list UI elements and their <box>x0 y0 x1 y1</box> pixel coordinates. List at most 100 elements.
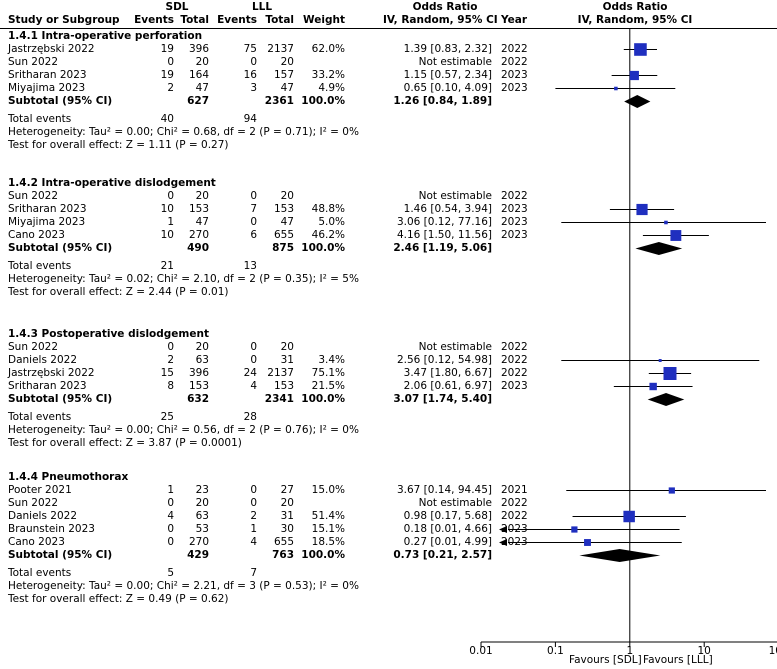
events2-cell: 24 <box>243 367 257 379</box>
col-year-header: Year <box>501 14 528 26</box>
pooled-diamond <box>579 549 661 562</box>
x-axis-tick-label: 10 <box>698 645 711 657</box>
events2-cell: 0 <box>250 190 257 202</box>
events2-cell: 75 <box>243 43 257 55</box>
heterogeneity-text: Heterogeneity: Tau² = 0.00; Chi² = 0.56,… <box>8 424 359 436</box>
year-cell: 2023 <box>501 380 528 392</box>
total1-cell: 396 <box>188 43 209 55</box>
total-events1: 25 <box>160 411 174 423</box>
ci-cell: 3.06 [0.12, 77.16] <box>396 216 492 228</box>
subtotal-ci: 1.26 [0.84, 1.89] <box>393 95 492 107</box>
events2-cell: 4 <box>250 380 257 392</box>
study-marker <box>649 382 657 391</box>
subgroup-title: 1.4.1 Intra-operative perforation <box>8 30 203 42</box>
study-name: Cano 2023 <box>8 536 65 548</box>
weight-cell: 5.0% <box>318 216 345 228</box>
total2-cell: 2137 <box>267 43 294 55</box>
year-cell: 2023 <box>501 203 528 215</box>
total2-cell: 2137 <box>267 367 294 379</box>
events2-cell: 7 <box>250 203 257 215</box>
total1-cell: 164 <box>188 69 209 81</box>
total2-cell: 153 <box>273 380 294 392</box>
events1-cell: 19 <box>160 69 174 81</box>
subtotal-label: Subtotal (95% CI) <box>8 95 113 107</box>
total-events2: 13 <box>243 260 257 272</box>
events1-cell: 15 <box>160 367 174 379</box>
total1-cell: 53 <box>195 523 209 535</box>
total1-cell: 20 <box>195 190 209 202</box>
events2-cell: 0 <box>250 497 257 509</box>
col-events2-header: Events <box>217 14 257 26</box>
favours-left-label: Favours [SDL] <box>569 654 642 666</box>
events2-cell: 16 <box>243 69 257 81</box>
total1-cell: 63 <box>195 510 209 522</box>
ci-arrow-left <box>499 539 507 546</box>
total2-cell: 20 <box>280 341 294 353</box>
study-name: Miyajima 2023 <box>8 82 86 94</box>
events1-cell: 0 <box>167 523 174 535</box>
subtotal-weight: 100.0% <box>301 95 345 107</box>
subtotal-label: Subtotal (95% CI) <box>8 393 113 405</box>
total1-cell: 20 <box>195 497 209 509</box>
study-name: Jastrzębski 2022 <box>8 43 95 55</box>
x-axis-tick-label: 1 <box>626 645 633 657</box>
ci-cell: Not estimable <box>418 190 492 202</box>
study-name: Sun 2022 <box>8 190 59 202</box>
total-events2: 7 <box>250 567 257 579</box>
subtotal-weight: 100.0% <box>301 242 345 254</box>
study-marker <box>663 367 677 380</box>
weight-cell: 4.9% <box>318 82 345 94</box>
events1-cell: 1 <box>167 216 174 228</box>
col-study-header: Study or Subgroup <box>8 14 120 26</box>
effect-title: Odds Ratio <box>412 1 478 13</box>
study-name: Braunstein 2023 <box>8 523 95 535</box>
overall-effect-text: Test for overall effect: Z = 2.44 (P = 0… <box>8 286 229 298</box>
study-marker <box>634 43 647 56</box>
total-events2: 28 <box>243 411 257 423</box>
total1-cell: 20 <box>195 56 209 68</box>
total1-cell: 270 <box>188 229 209 241</box>
pooled-diamond <box>624 95 651 108</box>
total2-cell: 47 <box>280 82 294 94</box>
weight-cell: 48.8% <box>311 203 345 215</box>
pooled-diamond <box>647 393 685 406</box>
ci-cell: 2.06 [0.61, 6.97] <box>403 380 492 392</box>
events2-cell: 0 <box>250 354 257 366</box>
total2-cell: 20 <box>280 56 294 68</box>
year-cell: 2022 <box>501 341 528 353</box>
group1-header: SDL <box>165 1 189 13</box>
header-rule <box>0 28 777 29</box>
year-cell: 2021 <box>501 484 528 496</box>
weight-cell: 51.4% <box>311 510 345 522</box>
subtotal-total2: 763 <box>272 549 294 561</box>
ci-cell: 1.46 [0.54, 3.94] <box>403 203 492 215</box>
total2-cell: 655 <box>273 536 294 548</box>
pooled-diamond <box>635 242 683 255</box>
weight-cell: 33.2% <box>311 69 345 81</box>
year-cell: 2022 <box>501 510 528 522</box>
total-events-label: Total events <box>8 567 72 579</box>
study-name: Sun 2022 <box>8 497 59 509</box>
events2-cell: 4 <box>250 536 257 548</box>
overall-effect-text: Test for overall effect: Z = 1.11 (P = 0… <box>8 139 229 151</box>
favours-right-label: Favours [LLL] <box>643 654 713 666</box>
total1-cell: 270 <box>188 536 209 548</box>
ci-cell: 4.16 [1.50, 11.56] <box>396 229 492 241</box>
total2-cell: 153 <box>273 203 294 215</box>
overall-effect-text: Test for overall effect: Z = 0.49 (P = 0… <box>8 593 229 605</box>
subgroup-title: 1.4.4 Pneumothorax <box>8 471 129 483</box>
x-axis-tick-label: 100 <box>769 645 777 657</box>
events2-cell: 3 <box>250 82 257 94</box>
study-name: Sun 2022 <box>8 56 59 68</box>
events2-cell: 0 <box>250 341 257 353</box>
ci-cell: 1.39 [0.83, 2.32] <box>403 43 492 55</box>
heterogeneity-text: Heterogeneity: Tau² = 0.00; Chi² = 2.21,… <box>8 580 359 592</box>
plot-method-header: IV, Random, 95% CI <box>577 14 693 26</box>
events2-cell: 2 <box>250 510 257 522</box>
events1-cell: 0 <box>167 536 174 548</box>
events2-cell: 1 <box>250 523 257 535</box>
total1-cell: 20 <box>195 341 209 353</box>
ci-cell: 0.18 [0.01, 4.66] <box>403 523 492 535</box>
study-name: Daniels 2022 <box>8 510 77 522</box>
ci-cell: 0.65 [0.10, 4.09] <box>403 82 492 94</box>
